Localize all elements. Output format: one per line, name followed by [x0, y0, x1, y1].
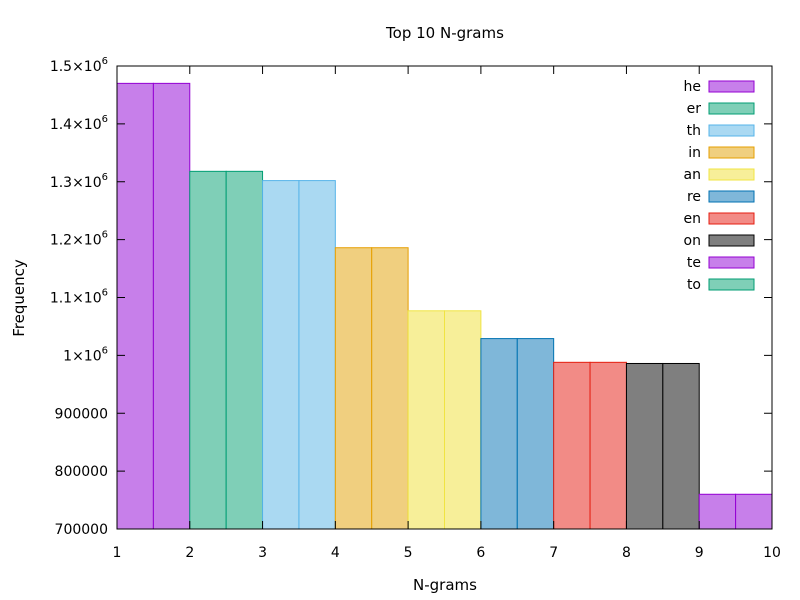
bar-in-2 [371, 247, 409, 530]
legend-label-er: er [687, 101, 702, 117]
x-tick-label: 3 [258, 545, 267, 561]
legend-swatch-on [708, 234, 755, 247]
legend-swatch-er [708, 102, 755, 115]
bar-te-1 [698, 493, 737, 530]
bar-an-2 [444, 310, 482, 530]
chart-title: Top 10 N-grams [385, 24, 504, 42]
legend-label-an: an [684, 167, 701, 183]
x-axis-ticks: 1 2 3 4 5 6 7 8 9 10 [113, 66, 781, 561]
bar-an-1 [407, 310, 446, 530]
legend: he er th in an re en on te to [684, 79, 755, 293]
bars [116, 82, 773, 530]
legend-swatch-an [708, 168, 755, 181]
bar-te-2 [735, 493, 773, 530]
bar-en-2 [589, 361, 627, 530]
y-tick-label: 1.3×106 [50, 172, 108, 191]
legend-label-to: to [687, 277, 701, 293]
y-tick-label: 1.2×106 [50, 230, 108, 249]
bar-on-2 [662, 362, 700, 530]
bar-he-2 [152, 82, 191, 530]
bar-er-2 [225, 170, 264, 530]
y-tick-label: 800000 [55, 464, 108, 480]
y-tick-label: 1.4×106 [50, 114, 108, 133]
y-tick-label: 900000 [55, 406, 108, 422]
x-tick-label: 7 [549, 545, 558, 561]
bar-er-1 [189, 170, 227, 530]
y-axis-ticks: 700000 800000 900000 1×106 1.1×106 1.2×106 1.3… [50, 56, 772, 538]
x-tick-label: 8 [622, 545, 631, 561]
x-tick-label: 6 [476, 545, 485, 561]
y-tick-label: 1.5×106 [50, 56, 108, 75]
x-tick-label: 1 [113, 545, 122, 561]
legend-swatch-in [708, 146, 755, 159]
bar-re-2 [516, 338, 555, 530]
bar-he-1 [116, 82, 154, 530]
legend-label-on: on [684, 233, 701, 249]
bar-th-2 [298, 180, 336, 530]
x-tick-label: 10 [763, 545, 781, 561]
x-tick-label: 2 [185, 545, 194, 561]
bar-on-1 [625, 362, 664, 530]
bar-re-1 [480, 338, 518, 530]
legend-swatch-en [708, 212, 755, 225]
y-tick-label: 1.1×106 [50, 288, 108, 307]
bar-in-1 [334, 247, 373, 530]
legend-label-re: re [687, 189, 701, 205]
legend-label-te: te [687, 255, 701, 271]
bar-th-1 [262, 180, 300, 530]
legend-label-en: en [684, 211, 702, 227]
legend-swatch-he [708, 80, 755, 93]
y-tick-label: 700000 [55, 522, 108, 538]
x-tick-label: 4 [331, 545, 340, 561]
x-tick-label: 5 [404, 545, 413, 561]
plot-frame [116, 65, 773, 530]
legend-swatch-te [708, 256, 755, 269]
legend-label-in: in [688, 145, 701, 161]
legend-swatch-re [708, 190, 755, 203]
y-axis-label: Frequency [10, 259, 28, 337]
x-axis-label: N-grams [413, 576, 477, 594]
bar-en-1 [553, 361, 591, 530]
legend-swatch-to [708, 278, 755, 291]
legend-swatch-th [708, 124, 755, 137]
legend-label-he: he [684, 79, 702, 95]
legend-label-th: th [687, 123, 701, 139]
y-tick-label: 1×106 [63, 345, 108, 364]
x-tick-label: 9 [695, 545, 704, 561]
